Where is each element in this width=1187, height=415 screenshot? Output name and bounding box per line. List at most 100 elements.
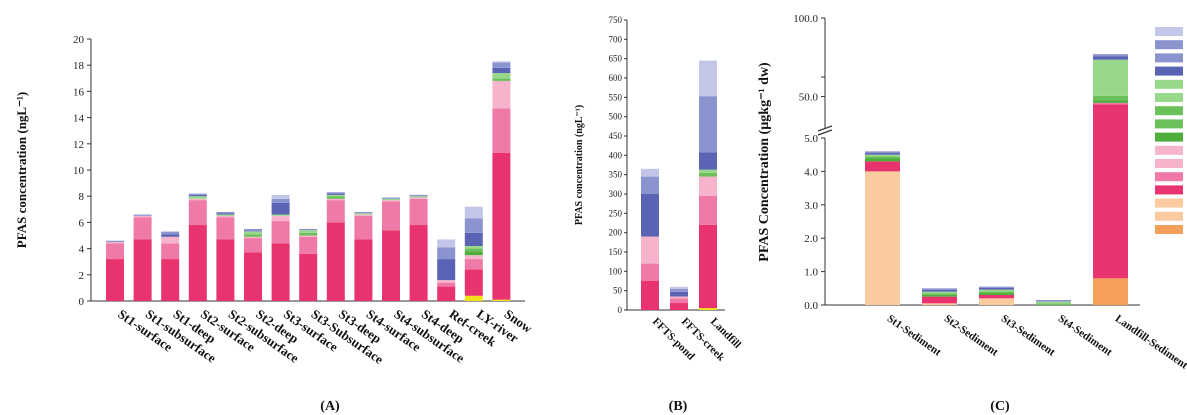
bar-segment xyxy=(670,303,688,310)
bar-segment xyxy=(492,78,511,81)
bar-segment xyxy=(216,239,235,301)
bar-segment xyxy=(271,221,290,244)
bar-segment xyxy=(271,194,290,199)
bar-segment xyxy=(1093,278,1128,305)
bar-segment xyxy=(979,287,1014,290)
legend-swatch xyxy=(1155,198,1183,208)
bar-segment xyxy=(106,243,124,260)
bar-segment xyxy=(188,194,207,197)
bar-segment xyxy=(188,225,207,301)
bar-segment xyxy=(492,62,511,68)
bar-segment xyxy=(382,200,400,202)
legend-swatch xyxy=(1155,145,1183,155)
bar-segment xyxy=(188,196,207,199)
x-tick-label: St2-Sediment xyxy=(942,313,1001,359)
bar-segment xyxy=(922,296,957,304)
bar-segment xyxy=(354,214,373,216)
bar-segment xyxy=(699,224,717,309)
legend-swatch xyxy=(1155,53,1183,63)
bar-segment xyxy=(922,289,957,292)
bar-segment xyxy=(865,151,900,154)
axis-break-mark xyxy=(817,125,833,136)
y-tick-label: 4 xyxy=(79,244,85,256)
bar-segment xyxy=(699,152,717,170)
bar-segment xyxy=(409,197,428,199)
bar-segment xyxy=(271,214,290,216)
bar-segment xyxy=(922,291,957,294)
bar-segment xyxy=(244,234,262,237)
bar-segment xyxy=(216,217,235,240)
y-tick-label: 50.0 xyxy=(799,92,819,104)
bar-segment xyxy=(354,211,373,214)
y-tick-label: 100 xyxy=(609,266,623,276)
legend-swatch xyxy=(1155,27,1183,36)
bar-segment xyxy=(670,296,688,299)
bar-segment xyxy=(865,153,900,155)
y-axis-label: PFAS concentration (ngL⁻¹) xyxy=(14,92,29,248)
y-tick-label: 8 xyxy=(79,191,85,203)
y-tick-label: 0 xyxy=(618,305,623,315)
bar-segment xyxy=(699,195,717,225)
bar-segment xyxy=(464,248,483,252)
y-tick-label: 550 xyxy=(609,92,623,102)
y-tick-label: 600 xyxy=(609,73,623,83)
bar-segment xyxy=(382,197,400,199)
bar-segment xyxy=(244,236,262,239)
bar-segment xyxy=(865,154,900,157)
bar-segment xyxy=(271,215,290,222)
y-tick-label: 650 xyxy=(609,54,623,64)
bar-segment xyxy=(464,255,483,260)
bar-segment xyxy=(133,214,152,216)
bar-segment xyxy=(244,238,262,253)
bar-segment xyxy=(326,222,345,301)
x-tick-label: Landfill-Sediment xyxy=(1113,313,1187,372)
bar-segment xyxy=(161,259,180,301)
bar-segment xyxy=(188,198,207,201)
bar-segment xyxy=(437,282,456,287)
bar-segment xyxy=(670,288,688,292)
bar-segment xyxy=(865,158,900,162)
bar-segment xyxy=(437,247,456,260)
bar-segment xyxy=(492,73,511,79)
bar-segment xyxy=(464,245,483,249)
y-tick-label: 5.0 xyxy=(804,133,818,145)
y-tick-label: 20 xyxy=(73,34,85,46)
bar-segment xyxy=(670,286,688,289)
legend-swatch xyxy=(1155,40,1183,50)
bar-segment xyxy=(161,243,180,260)
bar-segment xyxy=(464,251,483,256)
bar-segment xyxy=(271,243,290,301)
bar-segment xyxy=(216,214,235,216)
legend-swatch xyxy=(1155,132,1183,142)
bar-segment xyxy=(354,239,373,301)
y-tick-label: 4.0 xyxy=(804,166,818,178)
bar-segment xyxy=(922,303,957,305)
bar-segment xyxy=(299,253,318,301)
bar-segment xyxy=(464,206,483,219)
bar-segment xyxy=(979,291,1014,293)
y-tick-label: 450 xyxy=(609,131,623,141)
bar-segment xyxy=(1093,54,1128,57)
bar-segment xyxy=(409,225,428,301)
bar-segment xyxy=(106,240,124,243)
y-tick-label: 1.0 xyxy=(804,267,818,279)
y-tick-label: 400 xyxy=(609,150,623,160)
panel-label: (B) xyxy=(669,399,688,414)
bar-segment xyxy=(492,80,511,109)
legend-swatch xyxy=(1155,225,1183,234)
bar-segment xyxy=(1036,299,1071,302)
bar-segment xyxy=(922,293,957,295)
bar-segment xyxy=(437,286,456,301)
legend-swatch xyxy=(1155,79,1183,89)
bar-segment xyxy=(409,194,428,197)
bar-segment xyxy=(326,200,345,223)
bar-segment xyxy=(409,196,428,198)
legend-swatch xyxy=(1155,172,1183,182)
bar-segment xyxy=(865,156,900,159)
bar-segment xyxy=(382,230,400,301)
bar-segment xyxy=(641,168,659,177)
y-tick-label: 300 xyxy=(609,189,623,199)
y-tick-label: 6 xyxy=(79,217,85,229)
bar-segment xyxy=(641,176,659,194)
bar-segment xyxy=(188,193,207,195)
